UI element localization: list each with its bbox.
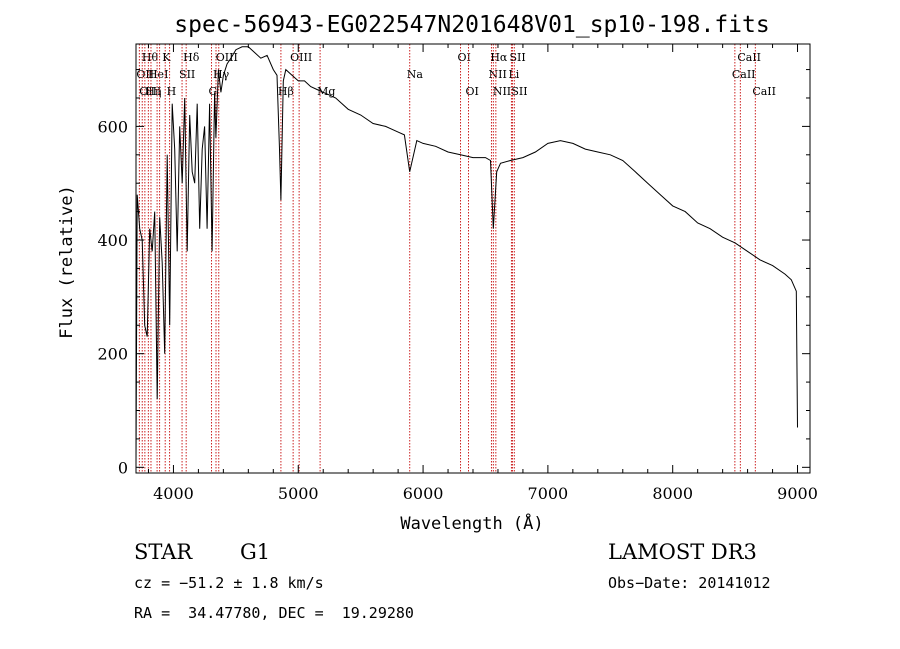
line-marker-label-23: NII [493,85,511,98]
y-tick-label-0: 0 [118,458,128,477]
observation-date: Obs−Date: 20141012 [608,574,771,592]
object-subclass: G1 [240,540,271,564]
y-axis-label: Flux (relative) [57,185,77,339]
x-axis-label: Wavelength (Å) [400,512,543,534]
object-class: STAR [134,540,193,564]
line-marker-label-27: CaII [732,68,756,81]
x-tick-label-3: 7000 [528,484,569,503]
line-marker-label-10: Hδ [183,51,200,64]
line-marker-label-15: OIII [290,51,312,64]
line-marker-label-18: Na [407,68,424,81]
line-marker-label-3: Hη [145,85,161,98]
line-marker-label-14: Hβ [278,85,294,98]
line-marker-label-1: OIII [139,85,161,98]
y-tick-label-1: 200 [97,345,128,364]
line-markers-group: OIIOIIIHθHηHeIKHSIIHδGHγOIIIHβOIIIMgNaOI… [136,44,776,473]
x-tick-label-0: 4000 [153,484,194,503]
y-tick-label-3: 600 [97,117,128,136]
line-marker-label-26: SII [511,85,527,98]
line-marker-label-21: NII [488,68,506,81]
line-marker-label-13: OIII [216,51,238,64]
line-marker-label-19: OI [458,51,471,64]
y-tick-label-2: 400 [97,231,128,250]
redshift-velocity: cz = −51.2 ± 1.8 km/s [134,574,324,592]
line-marker-label-17: Mg [317,85,335,98]
line-marker-label-2: Hθ [142,51,159,64]
spectrum-line [135,46,798,465]
x-tick-label-5: 9000 [777,484,818,503]
plot-frame [135,43,811,474]
x-axis: 4000 5000 6000 7000 8000 9000 [147,44,818,503]
line-marker-label-22: Hα [490,51,508,64]
survey-name: LAMOST DR3 [608,540,757,564]
line-marker-label-11: G [209,85,218,98]
line-marker-label-25: SII [509,51,525,64]
line-marker-label-7: K [162,51,171,64]
chart-title: spec-56943-EG022547N201648V01_sp10-198.f… [174,12,769,38]
x-tick-label-2: 6000 [403,484,444,503]
coordinates: RA = 34.47780, DEC = 19.29280 [134,604,414,622]
x-tick-label-4: 8000 [652,484,693,503]
line-marker-label-9: SII [179,68,195,81]
y-axis: 0 200 400 600 [97,69,810,477]
x-tick-label-1: 5000 [278,484,319,503]
line-marker-label-28: CaII [737,51,761,64]
line-marker-label-29: CaII [752,85,776,98]
line-marker-label-8: H [167,85,177,98]
line-marker-label-20: OI [466,85,479,98]
line-marker-label-12: Hγ [213,68,230,81]
line-marker-label-4: HeI [148,68,168,81]
